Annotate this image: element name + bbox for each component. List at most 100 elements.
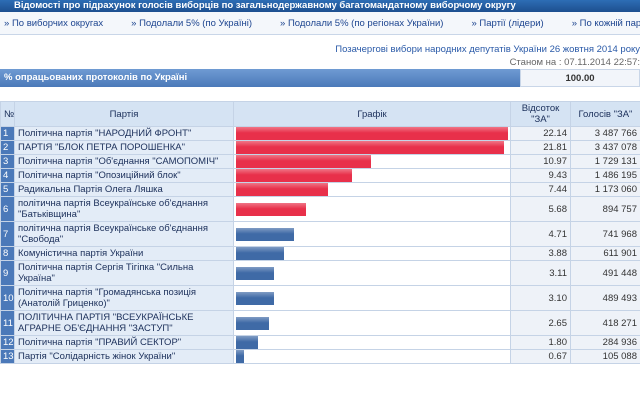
processed-label: % опрацьованих протоколів по Україні — [0, 69, 520, 87]
party-name: Політична партія "Опозиційний блок" — [14, 168, 234, 183]
status: Станом на : 07.11.2014 22:57: — [509, 57, 640, 68]
bar — [236, 202, 306, 216]
graph-cell — [233, 335, 511, 350]
bar — [236, 247, 284, 260]
bar — [236, 336, 259, 349]
nav-link[interactable]: Партії (лідери) — [471, 18, 543, 34]
party-name: Партія "Солідарність жінок України" — [14, 349, 234, 364]
row-number: 6 — [0, 196, 15, 222]
result-row: 9 Політична партія Сергія Тігіпка "Сильна… — [0, 260, 640, 286]
result-row: 6 політична партія Всеукраїнське об'єднан… — [0, 196, 640, 222]
row-number: 10 — [0, 285, 15, 311]
nav-link[interactable]: Подолали 5% (по Україні) — [131, 18, 252, 34]
graph-cell — [233, 310, 511, 336]
graph-cell — [233, 154, 511, 169]
votes: 1 486 195 — [570, 168, 640, 183]
percent: 9.43 — [510, 168, 571, 183]
election-title: Позачергові вибори народних депутатів Ук… — [335, 44, 640, 55]
party-name: ПАРТІЯ "БЛОК ПЕТРА ПОРОШЕНКА" — [14, 140, 234, 155]
row-number: 4 — [0, 168, 15, 183]
party-name: ПОЛІТИЧНА ПАРТІЯ "ВСЕУКРАЇНСЬКЕ АГРАРНЕ … — [14, 310, 234, 336]
percent: 0.67 — [510, 349, 571, 364]
percent: 21.81 — [510, 140, 571, 155]
column-header: Відсоток "ЗА" — [510, 101, 571, 127]
votes: 1 173 060 — [570, 182, 640, 197]
row-number: 12 — [0, 335, 15, 350]
votes: 491 448 — [570, 260, 640, 286]
nav-link[interactable]: Подолали 5% (по регіонах України) — [280, 18, 443, 34]
percent: 5.68 — [510, 196, 571, 222]
bar — [236, 183, 328, 196]
row-number: 8 — [0, 246, 15, 261]
percent: 2.65 — [510, 310, 571, 336]
votes: 3 437 078 — [570, 140, 640, 155]
party-name: Політична партія "Громадянська позиція (… — [14, 285, 234, 311]
votes: 3 487 766 — [570, 126, 640, 141]
row-number: 2 — [0, 140, 15, 155]
result-row: 8 Комуністична партія України 3.88 611 901 — [0, 246, 640, 261]
nav-link[interactable]: По кожній партії — [572, 18, 640, 34]
party-name: Політична партія "ПРАВИЙ СЕКТОР" — [14, 335, 234, 350]
graph-cell — [233, 140, 511, 155]
graph-cell — [233, 126, 511, 141]
page-title: Відомості про підрахунок голосів виборці… — [0, 0, 640, 12]
row-number: 3 — [0, 154, 15, 169]
votes: 611 901 — [570, 246, 640, 261]
graph-cell — [233, 349, 511, 364]
bar — [236, 266, 275, 280]
result-row: 10 Політична партія "Громадянська позиція… — [0, 285, 640, 311]
graph-cell — [233, 285, 511, 311]
bar — [236, 316, 269, 330]
percent: 3.11 — [510, 260, 571, 286]
bar — [236, 350, 245, 363]
percent: 7.44 — [510, 182, 571, 197]
percent: 3.88 — [510, 246, 571, 261]
votes: 489 493 — [570, 285, 640, 311]
party-name: політична партія Всеукраїнське об'єднанн… — [14, 196, 234, 222]
graph-cell — [233, 196, 511, 222]
votes: 894 757 — [570, 196, 640, 222]
column-header: № — [0, 101, 15, 127]
votes: 105 088 — [570, 349, 640, 364]
graph-cell — [233, 260, 511, 286]
processed-row: % опрацьованих протоколів по Україні 100… — [0, 69, 640, 87]
column-header: Партія — [14, 101, 234, 127]
column-header: Графік — [233, 101, 511, 127]
graph-cell — [233, 168, 511, 183]
percent: 4.71 — [510, 221, 571, 247]
party-name: Політична партія "Об'єднання "САМОПОМІЧ" — [14, 154, 234, 169]
result-row: 13 Партія "Солідарність жінок України" 0.6… — [0, 349, 640, 364]
processed-value: 100.00 — [520, 69, 640, 87]
graph-cell — [233, 246, 511, 261]
party-name: Політична партія Сергія Тігіпка "Сильна … — [14, 260, 234, 286]
row-number: 9 — [0, 260, 15, 286]
votes: 418 271 — [570, 310, 640, 336]
party-name: Радикальна Партія Олега Ляшка — [14, 182, 234, 197]
graph-cell — [233, 221, 511, 247]
result-row: 5 Радикальна Партія Олега Ляшка 7.44 1 173 … — [0, 182, 640, 197]
votes: 1 729 131 — [570, 154, 640, 169]
row-number: 13 — [0, 349, 15, 364]
bar — [236, 227, 294, 241]
percent: 10.97 — [510, 154, 571, 169]
graph-cell — [233, 182, 511, 197]
row-number: 11 — [0, 310, 15, 336]
result-row: 1 Політична партія "НАРОДНИЙ ФРОНТ" 22.14 3… — [0, 126, 640, 141]
column-header: Голосів "ЗА" — [570, 101, 640, 127]
percent: 22.14 — [510, 126, 571, 141]
votes: 284 936 — [570, 335, 640, 350]
result-row: 2 ПАРТІЯ "БЛОК ПЕТРА ПОРОШЕНКА" 21.81 3 437… — [0, 140, 640, 155]
percent: 1.80 — [510, 335, 571, 350]
results-table: № Партія Графік Відсоток "ЗА" Голосів "ЗА" 1… — [0, 101, 640, 364]
party-name: політична партія Всеукраїнське об'єднанн… — [14, 221, 234, 247]
percent: 3.10 — [510, 285, 571, 311]
bar — [236, 291, 275, 305]
result-row: 7 політична партія Всеукраїнське об'єднан… — [0, 221, 640, 247]
row-number: 7 — [0, 221, 15, 247]
bar — [236, 141, 505, 154]
votes: 741 968 — [570, 221, 640, 247]
nav-link[interactable]: По виборчих округах — [4, 18, 103, 34]
bar — [236, 169, 352, 182]
bar — [236, 155, 371, 168]
